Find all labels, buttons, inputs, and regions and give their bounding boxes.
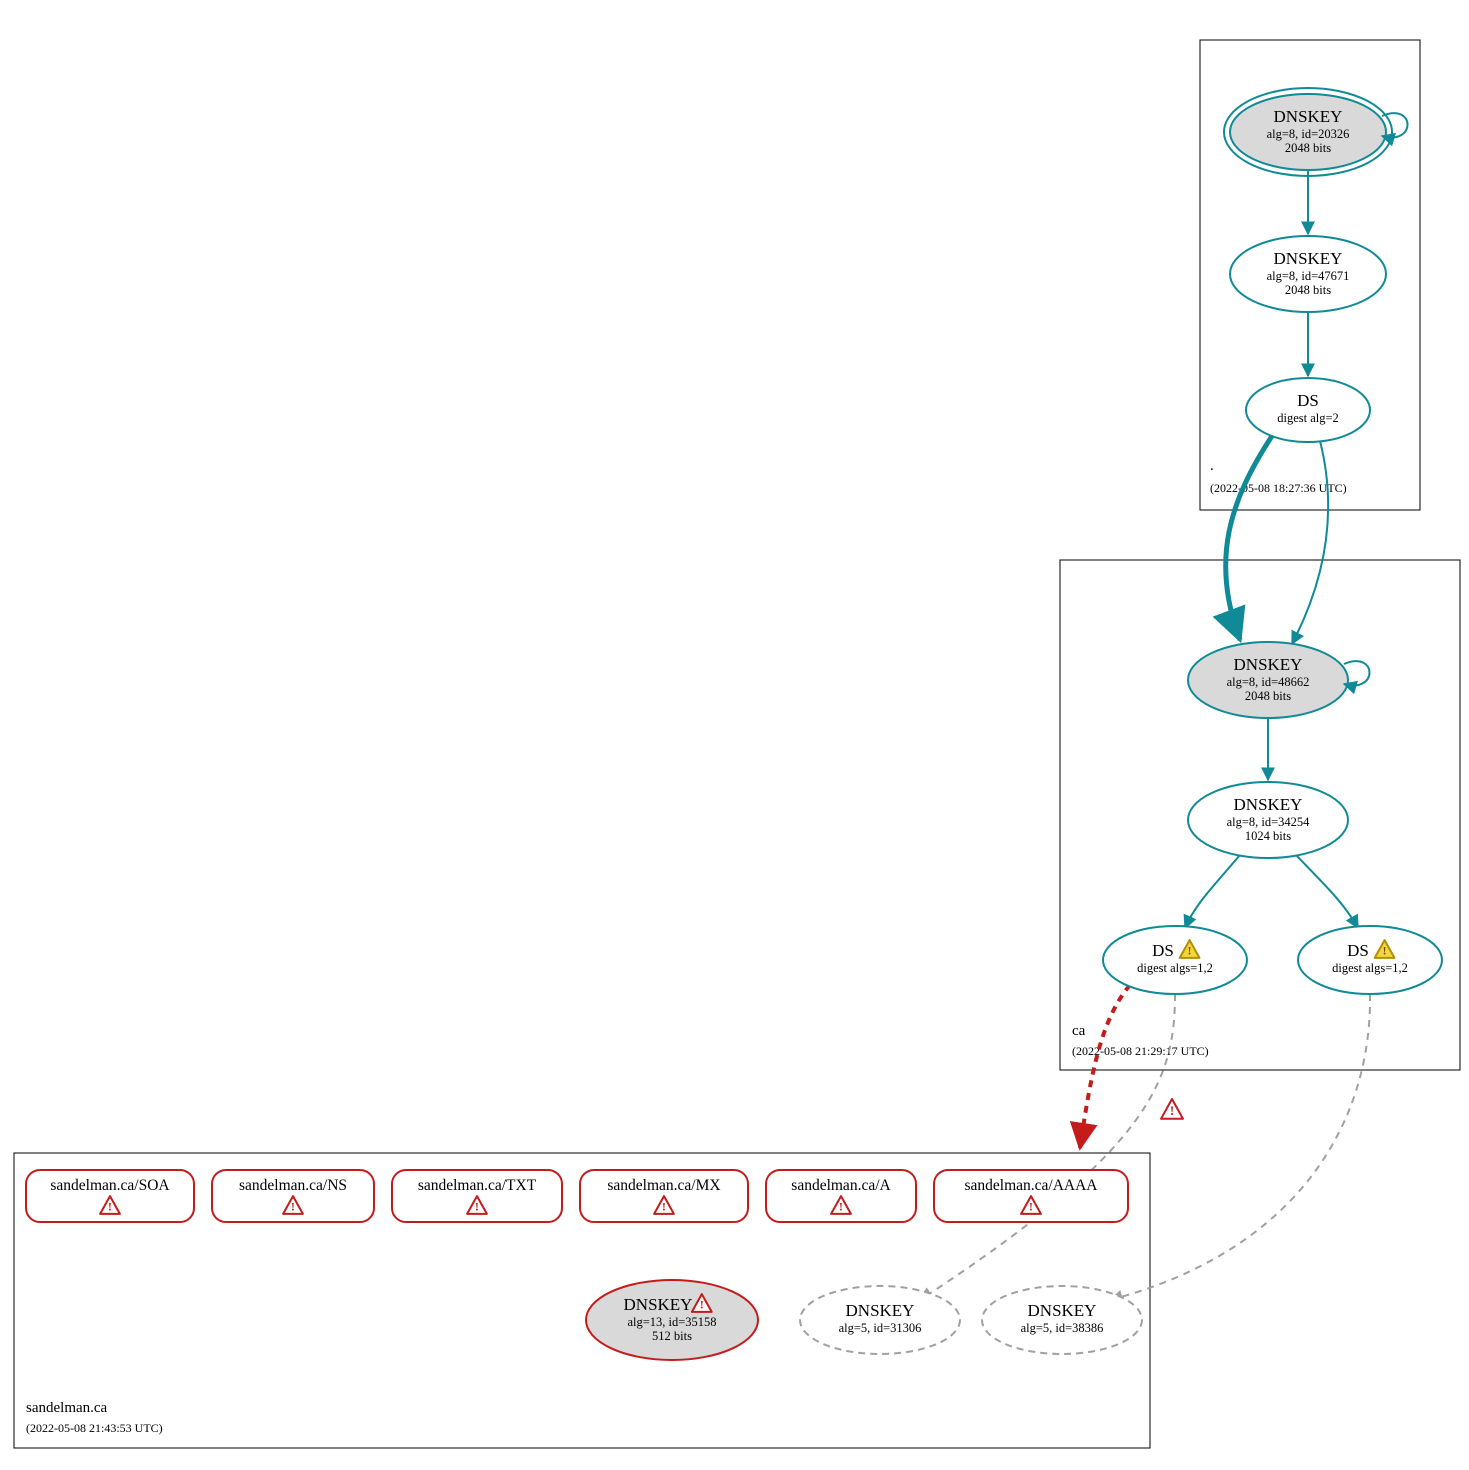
node-title: DS [1297, 391, 1319, 410]
svg-text:!: ! [1188, 944, 1192, 957]
node-title: DNSKEY [1234, 655, 1303, 674]
edge [1185, 855, 1240, 928]
node-ca_ksk: DNSKEYalg=8, id=486622048 bits [1188, 642, 1348, 718]
svg-text:!: ! [662, 1200, 666, 1213]
zone-label: ca [1072, 1023, 1086, 1039]
node-title: DNSKEY [1028, 1301, 1097, 1320]
node-root_ds: DSdigest alg=2 [1246, 378, 1370, 442]
node-sd_key1: DNSKEYalg=13, id=35158512 bits [586, 1280, 758, 1360]
edge [1080, 985, 1130, 1148]
svg-text:!: ! [475, 1200, 479, 1213]
node-subtitle: alg=8, id=20326 [1267, 127, 1350, 141]
svg-text:!: ! [839, 1200, 843, 1213]
node-subtitle: 2048 bits [1285, 141, 1331, 155]
node-subtitle: alg=8, id=48662 [1227, 675, 1310, 689]
node-subtitle: 2048 bits [1285, 283, 1331, 297]
node-ca_ds1: DSdigest algs=1,2 [1103, 926, 1247, 994]
svg-text:!: ! [700, 1298, 704, 1311]
edge [1110, 994, 1370, 1300]
node-subtitle: alg=5, id=38386 [1021, 1321, 1104, 1335]
node-ca_zsk: DNSKEYalg=8, id=342541024 bits [1188, 782, 1348, 858]
node-title: DNSKEY [1234, 795, 1303, 814]
rr-label: sandelman.ca/A [791, 1177, 891, 1194]
zone-timestamp: (2022-05-08 18:27:36 UTC) [1210, 481, 1347, 495]
error-icon: ! [1161, 1099, 1183, 1119]
node-root_zsk: DNSKEYalg=8, id=476712048 bits [1230, 236, 1386, 312]
edge [1292, 441, 1328, 644]
rr-label: sandelman.ca/SOA [50, 1177, 170, 1194]
zone-label: . [1210, 458, 1214, 474]
rr-label: sandelman.ca/MX [607, 1177, 720, 1194]
node-subtitle: alg=8, id=47671 [1267, 269, 1350, 283]
node-subtitle: digest algs=1,2 [1332, 961, 1408, 975]
rr-label: sandelman.ca/AAAA [965, 1177, 1099, 1194]
zone-timestamp: (2022-05-08 21:29:17 UTC) [1072, 1044, 1209, 1058]
node-subtitle: digest alg=2 [1277, 411, 1339, 425]
svg-text:!: ! [1029, 1200, 1033, 1213]
rr-label: sandelman.ca/TXT [418, 1177, 537, 1194]
svg-text:!: ! [291, 1200, 295, 1213]
zone-label: sandelman.ca [26, 1400, 108, 1416]
node-sd_key3: DNSKEYalg=5, id=38386 [982, 1286, 1142, 1354]
svg-text:!: ! [108, 1200, 112, 1213]
edge [920, 994, 1175, 1300]
node-sd_key2: DNSKEYalg=5, id=31306 [800, 1286, 960, 1354]
svg-text:!: ! [1170, 1103, 1174, 1118]
node-root_ksk: DNSKEYalg=8, id=203262048 bits [1224, 88, 1392, 176]
svg-text:!: ! [1383, 944, 1387, 957]
node-subtitle: alg=13, id=35158 [627, 1315, 716, 1329]
node-subtitle: alg=5, id=31306 [839, 1321, 922, 1335]
node-title: DS [1347, 941, 1369, 960]
zone-timestamp: (2022-05-08 21:43:53 UTC) [26, 1421, 163, 1435]
edge [1226, 436, 1272, 640]
node-subtitle: digest algs=1,2 [1137, 961, 1213, 975]
node-title: DNSKEY [624, 1295, 693, 1314]
node-title: DNSKEY [1274, 249, 1343, 268]
edge [1296, 855, 1358, 928]
node-subtitle: 1024 bits [1245, 829, 1291, 843]
node-title: DNSKEY [1274, 107, 1343, 126]
node-title: DNSKEY [846, 1301, 915, 1320]
rr-label: sandelman.ca/NS [239, 1177, 347, 1194]
dnssec-diagram: . (2022-05-08 18:27:36 UTC) ca (2022-05-08 … [0, 0, 1469, 1470]
node-subtitle: 512 bits [652, 1329, 692, 1343]
node-subtitle: 2048 bits [1245, 689, 1291, 703]
node-subtitle: alg=8, id=34254 [1227, 815, 1311, 829]
node-title: DS [1152, 941, 1174, 960]
node-ca_ds2: DSdigest algs=1,2 [1298, 926, 1442, 994]
